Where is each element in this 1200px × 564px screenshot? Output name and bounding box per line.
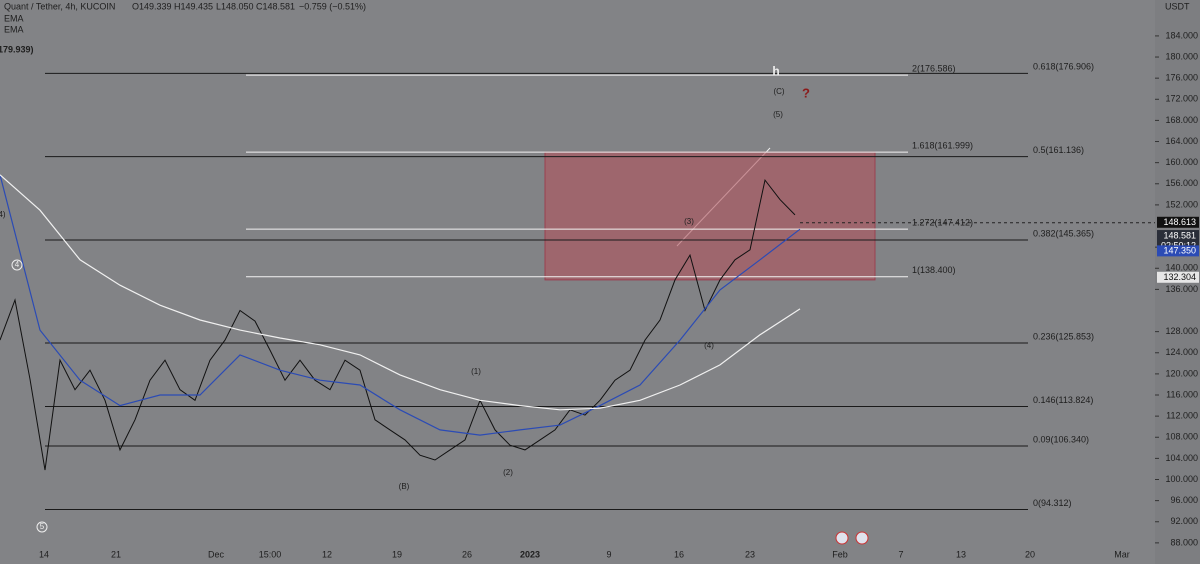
y-tick-label: 124.000 [1165,347,1198,357]
ohlc-value: O149.339 [132,1,172,11]
x-tick-label: 26 [462,549,472,559]
ohlc-value: L148.050 [216,1,254,11]
price-badge [1157,271,1199,283]
fib-label: 2(176.586) [912,63,956,73]
x-tick-label: 14 [39,549,49,559]
y-tick-label: 128.000 [1165,326,1198,336]
fib-label: 0.236(125.853) [1033,331,1094,341]
x-tick-label: Mar [1114,549,1130,559]
y-tick-label: 156.000 [1165,178,1198,188]
x-tick-label: 19 [392,549,402,559]
y-tick-label: 92.000 [1170,516,1198,526]
wave-label: (3) [684,217,694,226]
y-tick-label: 108.000 [1165,432,1198,442]
x-tick-label: 13 [956,549,966,559]
flag-icon [855,531,869,545]
ohlc-value: H149.435 [174,1,213,11]
badge-label: 148.581 [1163,230,1196,240]
indicator: EMA [4,13,24,23]
wave-label: (4) [704,341,714,350]
price-badge [1157,216,1199,228]
fib-label: 1(138.400) [912,265,956,275]
wave-label: 5 [40,522,45,531]
fib-label: 0.5(161.136) [1033,145,1084,155]
wave-circle [11,259,23,271]
y-tick-label: 136.000 [1165,284,1198,294]
y-tick-label: 184.000 [1165,30,1198,40]
y-tick-label: 120.000 [1165,368,1198,378]
x-tick-label: Dec [208,549,225,559]
ohlc-value: −0.759 (−0.51%) [299,1,366,11]
wave-circle [36,521,48,533]
y-tick-label: 164.000 [1165,136,1198,146]
series-line [0,178,796,471]
x-tick-label: 12 [322,549,332,559]
x-tick-label: 7 [898,549,903,559]
fib-label: 1.272(147.412) [912,218,973,228]
y-tick-label: 160.000 [1165,157,1198,167]
fib-label: 1.618(161.999) [912,140,973,150]
unit: USDT [1165,1,1190,11]
price-badge [1157,245,1199,257]
y-tick-label: 180.000 [1165,51,1198,61]
badge-label: 148.613 [1163,217,1196,227]
x-tick-label: 2023 [520,549,540,559]
y-tick-label: 96.000 [1170,495,1198,505]
badge-label: 132.304 [1163,272,1196,282]
wave-label: (C) [773,87,784,96]
wave-label: 4 [15,260,20,269]
ohlc-value: C148.581 [256,1,295,11]
y-tick-label: 168.000 [1165,115,1198,125]
wave-label: 4) [0,210,6,219]
y-tick-label: 172.000 [1165,94,1198,104]
wave-label: (1) [471,367,481,376]
y-tick-label: 140.000 [1165,263,1198,273]
symbol: Quant / Tether, 4h, KUCOIN [4,1,115,11]
y-tick-label: 112.000 [1166,411,1198,421]
fib-label: 0.146(113.824) [1033,395,1093,405]
flag-icon [835,531,849,545]
wave-label: (2) [503,468,513,477]
series-line [0,174,801,411]
badge-label: 147.350 [1163,246,1196,256]
x-tick-label: 15:00 [259,549,282,559]
wave-label: (5) [773,110,783,119]
wave-label: h [772,64,779,78]
x-tick-label: 23 [745,549,755,559]
fib-label: 0.09(106.340) [1033,434,1089,444]
fib-label: 0.382(145.365) [1033,228,1094,238]
series-line [0,174,801,436]
indicator: EMA [4,24,24,34]
y-tick-label: 100.000 [1165,474,1198,484]
wave-label: ? [802,85,810,100]
y-tick-label: 104.000 [1165,453,1198,463]
x-tick-label: Feb [832,549,848,559]
x-tick-label: 21 [111,549,121,559]
fib-label: 0.618(176.906) [1033,62,1094,72]
wave-label: (B) [399,482,410,491]
x-tick-label: 20 [1025,549,1035,559]
fib-label: 0(94.312) [1033,498,1072,508]
x-tick-label: 16 [674,549,684,559]
clipped-label: 179.939) [0,44,34,54]
y-tick-label: 116.000 [1166,389,1198,399]
y-tick-label: 176.000 [1165,73,1198,83]
x-tick-label: 9 [606,549,611,559]
y-tick-label: 88.000 [1170,537,1198,547]
y-tick-label: 152.000 [1165,199,1198,209]
target-zone [544,151,876,281]
